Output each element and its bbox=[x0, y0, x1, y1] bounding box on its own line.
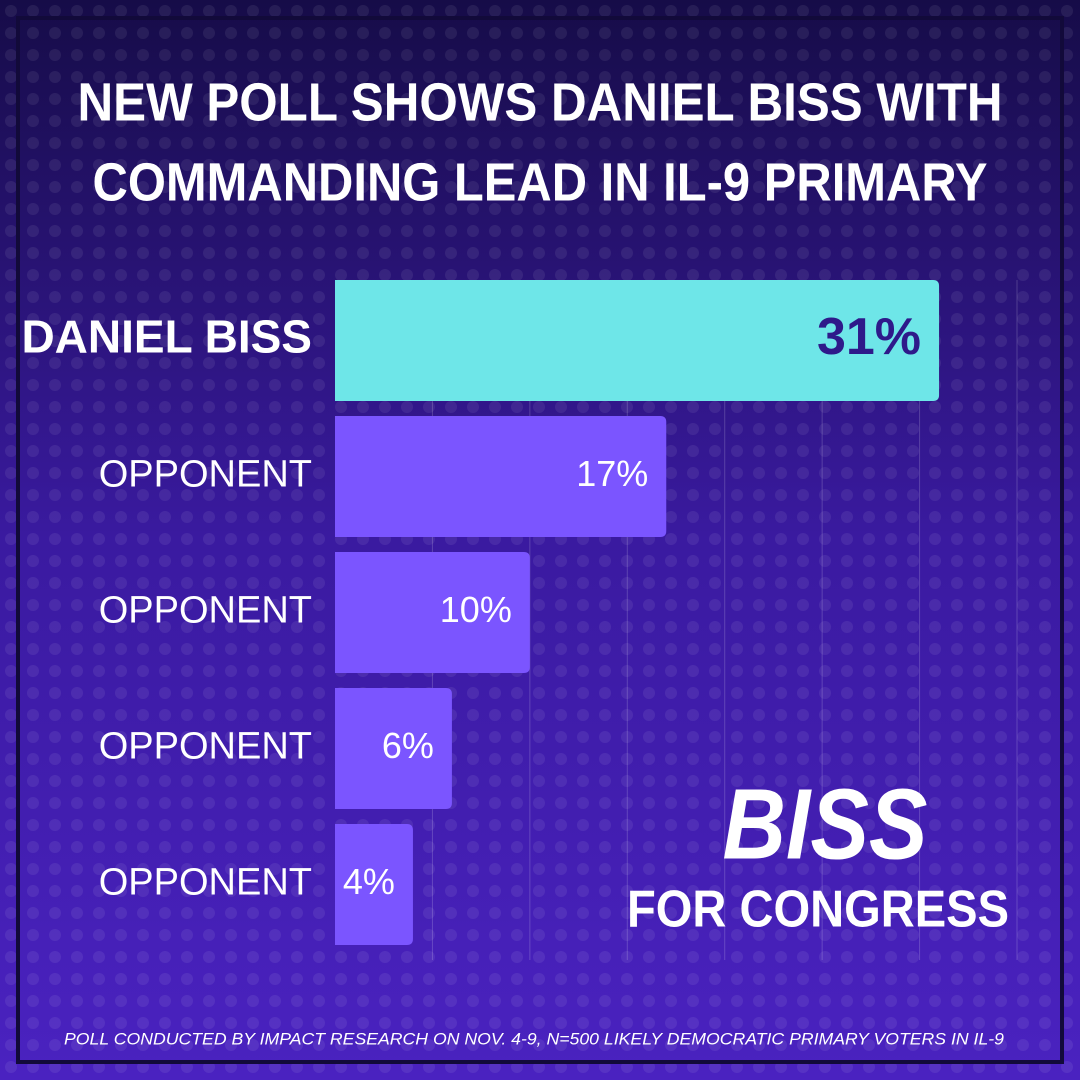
value-label: 31% bbox=[817, 308, 921, 366]
bar bbox=[335, 416, 667, 537]
logo-name: BISS bbox=[723, 768, 928, 880]
chart-title: COMMANDING LEAD IN IL-9 PRIMARY bbox=[93, 152, 988, 212]
category-label: OPPONENT bbox=[99, 454, 312, 496]
bar bbox=[335, 824, 413, 945]
plot: DANIEL BISS 31% OPPONENT 17% OPPONENT 10% OPPO… bbox=[21, 280, 1018, 960]
value-label: 4% bbox=[343, 861, 395, 902]
value-label: 17% bbox=[576, 453, 648, 494]
value-label: 6% bbox=[382, 725, 434, 766]
bar bbox=[335, 280, 940, 401]
category-label: OPPONENT bbox=[99, 726, 312, 768]
category-label: OPPONENT bbox=[99, 862, 312, 904]
footnote: POLL CONDUCTED BY IMPACT RESEARCH ON NOV… bbox=[64, 1029, 1005, 1048]
chart-title: NEW POLL SHOWS DANIEL BISS WITH bbox=[78, 72, 1003, 132]
category-label: DANIEL BISS bbox=[21, 311, 312, 363]
bar bbox=[335, 688, 452, 809]
logo-tagline: FOR CONGRESS bbox=[627, 881, 1009, 939]
value-label: 10% bbox=[440, 589, 512, 630]
category-label: OPPONENT bbox=[99, 590, 312, 632]
bar bbox=[335, 552, 530, 673]
frame bbox=[16, 16, 1064, 1064]
